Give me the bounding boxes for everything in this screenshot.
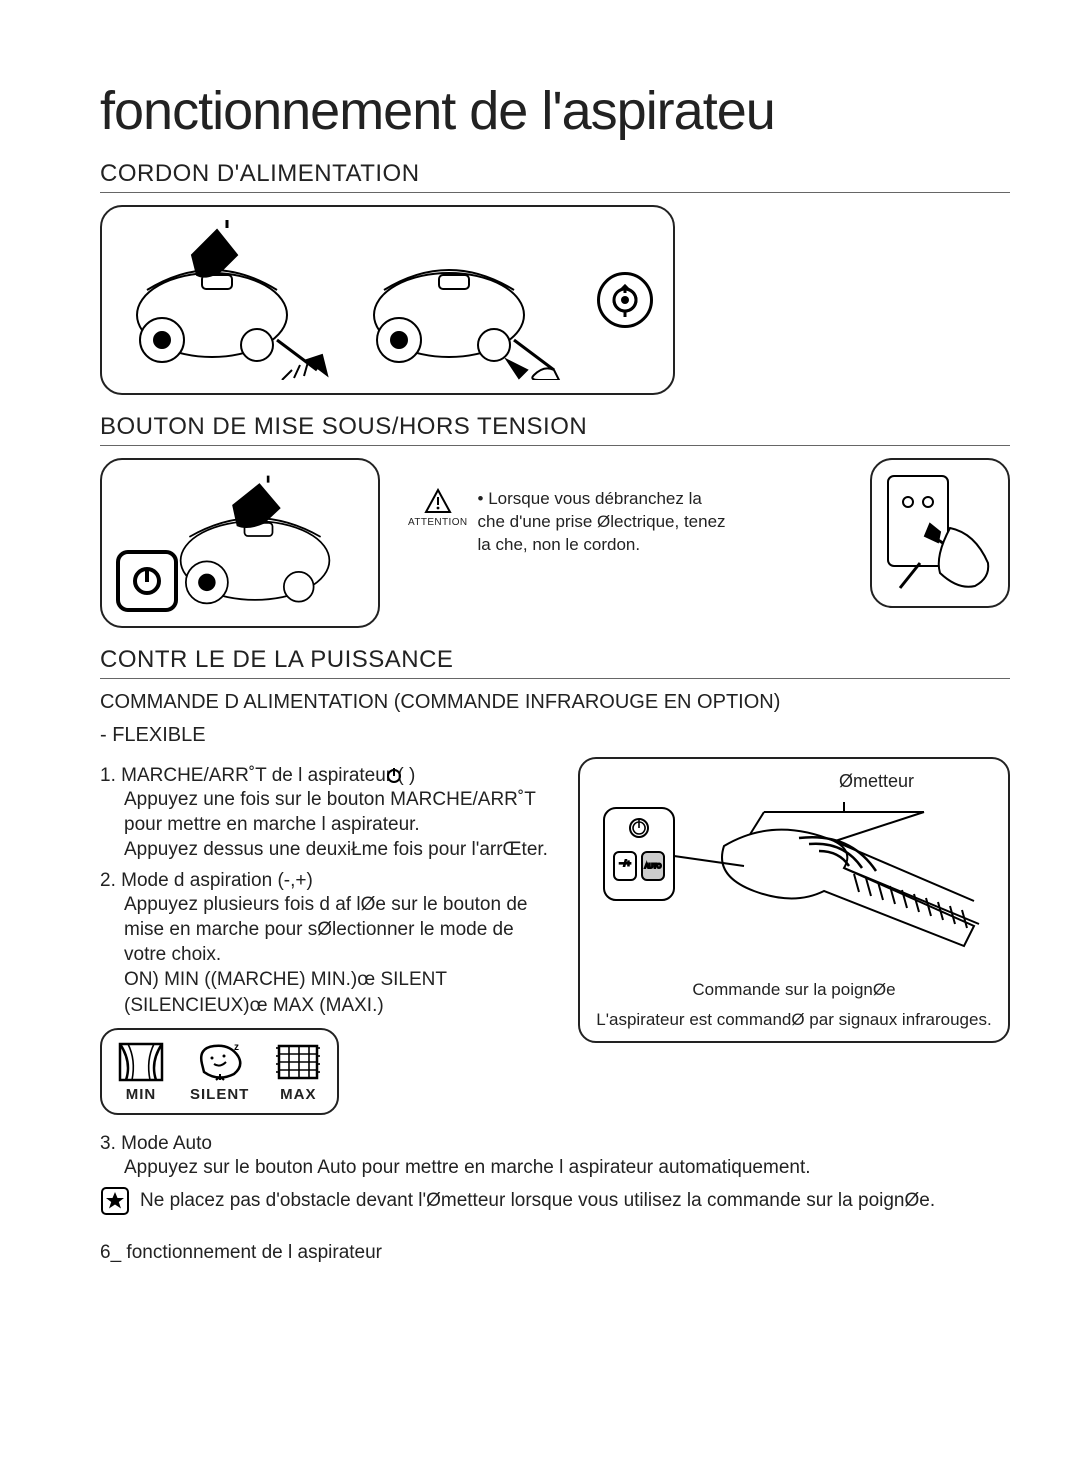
step1-body: Appuyez une fois sur le bouton MARCHE/AR… bbox=[124, 787, 550, 862]
power-inline-icon bbox=[385, 766, 403, 784]
note-row: Ne placez pas d'obstacle devant l'Ømette… bbox=[100, 1186, 1010, 1216]
remote-desc: L'aspirateur est commandØ par signaux in… bbox=[594, 1009, 994, 1031]
section-power-control-heading: CONTR LE DE LA PUISSANCE bbox=[100, 646, 1010, 679]
mode-min: MIN bbox=[118, 1042, 164, 1103]
attention-text: • Lorsque vous débranchez la che d'une p… bbox=[478, 488, 728, 557]
note-star-icon bbox=[100, 1186, 130, 1216]
mode-max: MAX bbox=[275, 1042, 321, 1103]
handle-label: Commande sur la poignØe bbox=[594, 979, 994, 1001]
step1-title: 1. MARCHE/ARR˚T de l aspirateur ( ) bbox=[100, 765, 550, 787]
cord-illustration-box bbox=[100, 205, 675, 395]
power-symbol-icon bbox=[116, 550, 178, 612]
modes-box: MIN z SILENT bbox=[100, 1028, 339, 1115]
carpet-icon bbox=[275, 1042, 321, 1082]
note-text: Ne placez pas d'obstacle devant l'Ømette… bbox=[140, 1190, 935, 1212]
flexible-heading: - FLEXIBLE bbox=[100, 724, 1010, 747]
mode-silent: z SILENT bbox=[190, 1040, 249, 1103]
vacuum-pull-cord-icon bbox=[122, 220, 332, 380]
attention-label: ATTENTION bbox=[408, 516, 468, 530]
svg-text:−/+: −/+ bbox=[619, 859, 631, 868]
power-button-row: ATTENTION • Lorsque vous débranchez la c… bbox=[100, 458, 1010, 628]
svg-text:z: z bbox=[234, 1042, 239, 1053]
steps-column: 1. MARCHE/ARR˚T de l aspirateur ( ) Appu… bbox=[100, 757, 550, 1115]
vacuum-power-press-icon bbox=[150, 468, 360, 618]
vacuum-retract-cord-icon bbox=[359, 220, 569, 380]
mode-min-label: MIN bbox=[126, 1086, 157, 1103]
step3-title: 3. Mode Auto bbox=[100, 1133, 1010, 1155]
remote-box: Ømetteur −/+ AUTO bbox=[578, 757, 1010, 1043]
curtain-icon bbox=[118, 1042, 164, 1082]
handle-remote-icon: −/+ AUTO bbox=[594, 796, 994, 966]
sleep-icon: z bbox=[194, 1040, 246, 1082]
manual-page: fonctionnement de l'aspirateu CORDON D'A… bbox=[0, 0, 1080, 1476]
step3-body: Appuyez sur le bouton Auto pour mettre e… bbox=[124, 1155, 1010, 1180]
page-title: fonctionnement de l'aspirateu bbox=[100, 80, 1010, 142]
attention-block: ATTENTION • Lorsque vous débranchez la c… bbox=[408, 458, 842, 557]
power-control-subheading: COMMANDE D ALIMENTATION (COMMANDE INFRAR… bbox=[100, 691, 1010, 714]
unplug-icon bbox=[880, 468, 1000, 598]
step2-title: 2. Mode d aspiration (-,+) bbox=[100, 870, 550, 892]
attention-icon: ATTENTION bbox=[408, 488, 468, 530]
section-power-button-heading: BOUTON DE MISE SOUS/HORS TENSION bbox=[100, 413, 1010, 446]
svg-text:AUTO: AUTO bbox=[645, 864, 662, 870]
section-cord-heading: CORDON D'ALIMENTATION bbox=[100, 160, 1010, 193]
mode-silent-label: SILENT bbox=[190, 1086, 249, 1103]
step2-body: Appuyez plusieurs fois d af lØe sur le b… bbox=[124, 892, 550, 1017]
power-button-illustration-box bbox=[100, 458, 380, 628]
page-footer: 6_ fonctionnement de l aspirateur bbox=[100, 1242, 1010, 1264]
emitter-label: Ømetteur bbox=[594, 771, 994, 792]
cord-retract-symbol-icon bbox=[597, 272, 653, 328]
plug-illustration-box bbox=[870, 458, 1010, 608]
mode-max-label: MAX bbox=[280, 1086, 316, 1103]
